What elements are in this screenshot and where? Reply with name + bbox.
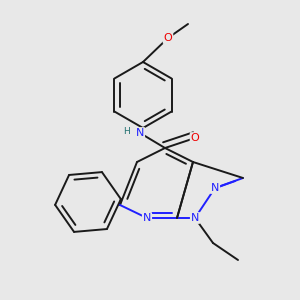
Text: N: N: [211, 183, 219, 193]
Text: N: N: [191, 213, 199, 223]
Text: O: O: [164, 33, 172, 43]
Text: H: H: [123, 128, 130, 136]
Text: O: O: [190, 133, 200, 143]
Text: N: N: [143, 213, 151, 223]
Text: N: N: [136, 128, 144, 138]
